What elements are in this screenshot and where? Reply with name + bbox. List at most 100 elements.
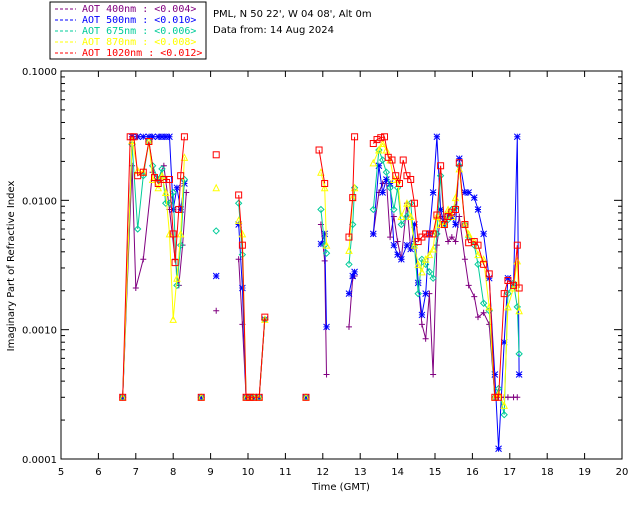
data-point [433,211,441,219]
x-tick-label: 8 [170,467,176,478]
x-tick-label: 18 [541,467,554,478]
data-point [349,194,357,202]
data-point [169,315,178,323]
data-point [158,133,166,141]
data-point [514,394,521,401]
legend-entry: AOT 400nm : <0.004> [82,4,196,15]
data-point [500,290,508,298]
data-point [504,302,512,311]
data-point [173,274,181,282]
data-point [238,241,246,249]
series-layer [118,133,523,453]
series-line [238,194,266,398]
data-point [139,168,147,176]
x-tick-label: 11 [279,467,292,478]
data-point [378,156,387,164]
data-point [180,133,188,141]
data-point [418,311,426,319]
data-point [429,274,437,282]
location-label: PML, N 50 22', W 04 08', Alt 0m [213,9,372,20]
data-point [440,221,448,229]
data-point [513,241,521,249]
data-point [394,238,401,245]
data-point [169,230,177,238]
data-point [433,133,441,141]
x-tick-label: 15 [429,467,442,478]
x-tick-label: 9 [207,467,213,478]
data-point [504,394,511,401]
data-point [418,255,426,264]
data-point [176,229,185,238]
data-point [197,393,205,401]
data-point [393,175,402,183]
data-point [399,156,407,164]
data-point [235,191,243,199]
data-point [133,225,142,233]
data-point [500,411,508,419]
data-point [369,158,378,167]
data-point [504,289,512,298]
data-point [317,240,325,248]
data-point [433,212,441,220]
data-point [176,241,185,249]
data-point [474,206,482,213]
series-line [122,136,185,398]
data-point [429,244,437,253]
data-point [386,184,394,192]
data-point [500,338,508,346]
data-point [345,246,353,254]
data-point [461,256,468,263]
x-tick-label: 12 [316,467,329,478]
data-point [436,172,445,180]
data-point [321,230,329,238]
x-tick-label: 7 [133,467,139,478]
data-point [386,180,394,187]
data-point [183,189,190,196]
data-point [382,168,391,176]
data-point [323,371,330,378]
data-point [414,279,422,287]
data-point [495,445,502,453]
data-point [397,212,406,220]
data-point [392,172,400,180]
data-point [212,183,221,192]
data-point [474,250,482,259]
data-point [154,179,162,187]
data-point [345,233,353,241]
data-point [491,371,499,378]
data-point [515,284,523,292]
data-point [154,183,163,192]
data-point [261,313,269,321]
data-point [513,133,521,141]
data-point [451,193,460,202]
data-point [379,189,386,196]
data-point [436,220,445,229]
data-point [465,282,472,289]
data-point [375,145,383,154]
series-line [372,136,520,449]
data-point [140,256,147,263]
data-point [479,299,488,307]
data-point [177,206,185,213]
data-point [378,139,387,148]
plot-frame [60,70,623,460]
data-point [448,234,455,241]
data-point [474,241,482,249]
data-point [154,133,162,141]
data-point [430,371,437,378]
x-tick-label: 17 [503,467,516,478]
data-point [475,314,482,321]
data-point [480,309,487,316]
x-tick-label: 5 [58,467,64,478]
data-point [161,188,170,196]
x-axis: 5 6 7 8 9 10 11 12 13 14 15 16 17 18 19 20 [58,71,628,478]
data-point [407,175,415,183]
data-point [149,133,156,141]
data-point [197,393,205,401]
data-point [500,401,508,409]
data-point [213,307,220,314]
data-point [369,205,377,214]
x-tick-label: 13 [354,467,367,478]
data-point [119,393,127,401]
data-point [421,255,430,263]
